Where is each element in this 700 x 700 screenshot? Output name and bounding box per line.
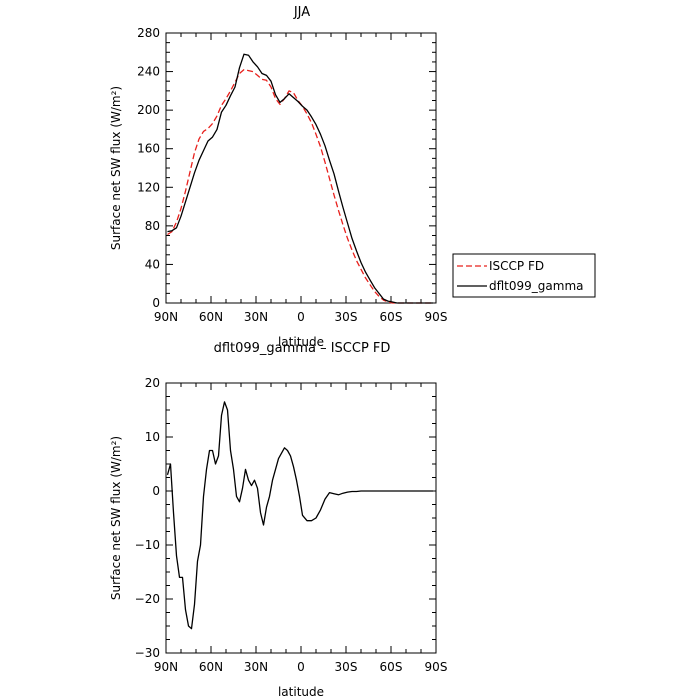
bottom-ticks: 90N 60N 30N 0 30S 60S 90S −30 −20 −10 0 10 20 <box>135 376 448 674</box>
top-y-tick-label: 160 <box>137 142 160 156</box>
top-ticks: 90N 60N 30N 0 30S 60S 90S 0 40 80 120 160 200 240 280 <box>137 26 447 324</box>
top-x-tick-label: 30N <box>244 310 268 324</box>
bottom-x-axis-label: latitude <box>278 685 324 699</box>
top-series-group <box>167 53 433 304</box>
bottom-y-tick-label: −20 <box>135 592 160 606</box>
bottom-x-tick-label: 60N <box>199 660 223 674</box>
legend-label-isccp: ISCCP FD <box>489 259 544 273</box>
top-x-tick-label: 30S <box>335 310 358 324</box>
bottom-x-tick-label: 0 <box>297 660 305 674</box>
top-series-line-1 <box>167 53 433 304</box>
bottom-plot-frame <box>165 382 437 654</box>
top-y-axis-label: Surface net SW flux (W/m²) <box>109 86 123 250</box>
top-y-tick-label: 200 <box>137 103 160 117</box>
bottom-y-tick-label: −10 <box>135 538 160 552</box>
top-y-tick-label: 280 <box>137 26 160 40</box>
bottom-panel: dflt099_gamma – ISCCP FD 90N 60N 30N 0 30S 60… <box>109 341 447 699</box>
legend-box <box>452 253 596 298</box>
top-y-tick-label: 40 <box>145 257 160 271</box>
bottom-y-axis-label: Surface net SW flux (W/m²) <box>109 436 123 600</box>
top-y-tick-label: 80 <box>145 219 160 233</box>
bottom-series-line-0 <box>166 401 433 630</box>
bottom-x-tick-label: 30S <box>335 660 358 674</box>
legend-label-dflt: dflt099_gamma <box>489 279 584 293</box>
top-x-tick-label: 90S <box>425 310 448 324</box>
top-x-tick-label: 60N <box>199 310 223 324</box>
top-panel: JJA 90N 60N 30N 0 30S 60S 90S 0 40 80 120 160 200 240… <box>109 5 447 349</box>
top-x-tick-label: 60S <box>380 310 403 324</box>
top-x-tick-label: 0 <box>297 310 305 324</box>
bottom-chart-title: dflt099_gamma – ISCCP FD <box>214 341 391 356</box>
bottom-x-tick-label: 90N <box>154 660 178 674</box>
top-y-tick-label: 240 <box>137 65 160 79</box>
bottom-y-tick-label: −30 <box>135 646 160 660</box>
top-y-tick-label: 120 <box>137 180 160 194</box>
top-chart-title: JJA <box>293 5 310 20</box>
legend: ISCCP FD dflt099_gamma <box>452 253 596 298</box>
top-x-tick-label: 90N <box>154 310 178 324</box>
bottom-x-tick-label: 60S <box>380 660 403 674</box>
bottom-x-tick-label: 90S <box>425 660 448 674</box>
top-plot-frame <box>165 32 437 304</box>
top-x-axis-label: latitude <box>278 335 324 349</box>
bottom-y-tick-label: 0 <box>152 484 160 498</box>
top-y-tick-label: 0 <box>152 296 160 310</box>
bottom-y-tick-label: 10 <box>145 430 160 444</box>
bottom-series-group <box>166 401 433 630</box>
bottom-y-tick-label: 20 <box>145 376 160 390</box>
bottom-x-tick-label: 30N <box>244 660 268 674</box>
